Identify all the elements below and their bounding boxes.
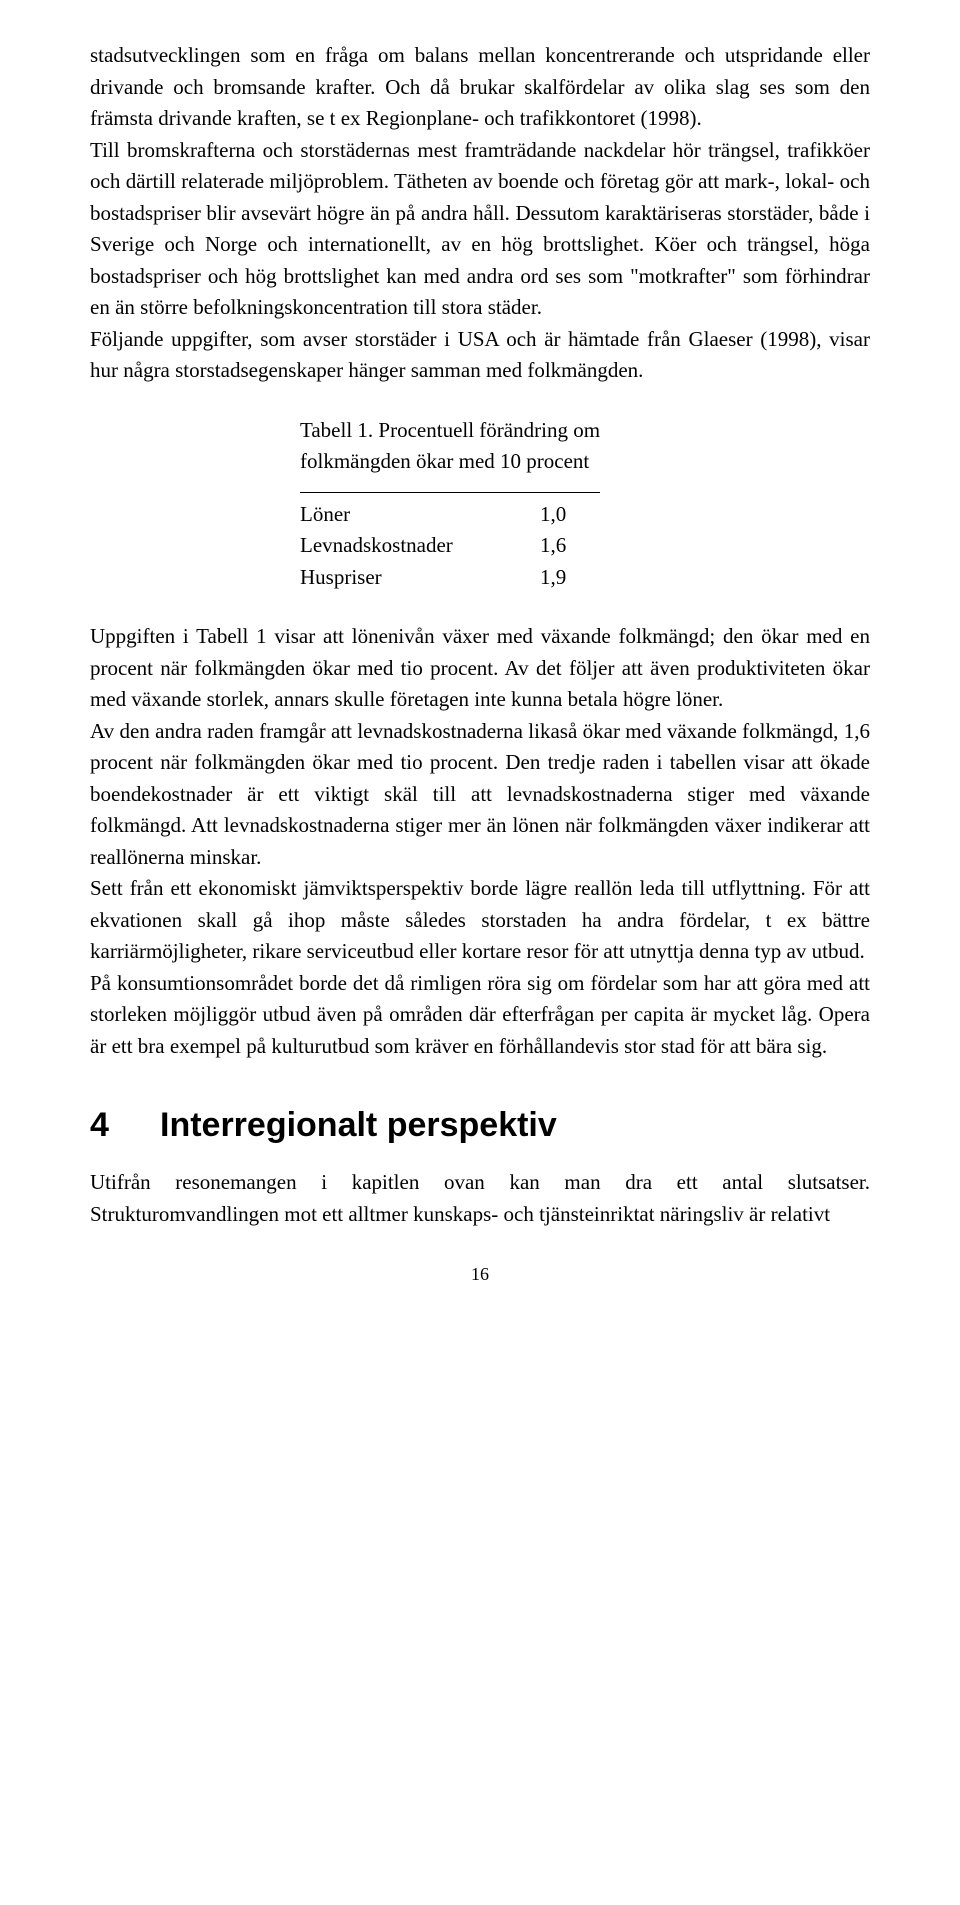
paragraph: Sett från ett ekonomiskt jämviktsperspek… (90, 873, 870, 968)
table-cell-value: 1,6 (540, 530, 600, 562)
paragraph: Utifrån resonemangen i kapitlen ovan kan… (90, 1167, 870, 1230)
paragraph: Uppgiften i Tabell 1 visar att lönenivån… (90, 621, 870, 716)
paragraph: På konsumtionsområdet borde det då rimli… (90, 968, 870, 1063)
table-row: Levnadskostnader 1,6 (300, 530, 600, 562)
table-row: Huspriser 1,9 (300, 562, 600, 594)
table-rule (300, 492, 600, 493)
document-page: stadsutvecklingen som en fråga om balans… (0, 0, 960, 1325)
table-title-line1: Tabell 1. Procentuell förändring om (300, 418, 600, 442)
table-cell-value: 1,9 (540, 562, 600, 594)
paragraph: stadsutvecklingen som en fråga om balans… (90, 40, 870, 135)
page-number: 16 (90, 1264, 870, 1285)
paragraph: Till bromskrafterna och storstädernas me… (90, 135, 870, 324)
table-cell-label: Huspriser (300, 562, 540, 594)
paragraph: Av den andra raden framgår att levnadsko… (90, 716, 870, 874)
paragraph: Följande uppgifter, som avser storstäder… (90, 324, 870, 387)
section-title: Interregionalt perspektiv (160, 1106, 557, 1144)
section-heading: 4Interregionalt perspektiv (90, 1106, 870, 1145)
table-title: Tabell 1. Procentuell förändring om folk… (300, 415, 870, 478)
table-cell-label: Löner (300, 499, 540, 531)
section-number: 4 (90, 1106, 160, 1145)
table-title-line2: folkmängden ökar med 10 procent (300, 449, 589, 473)
table-cell-value: 1,0 (540, 499, 600, 531)
table-1: Tabell 1. Procentuell förändring om folk… (300, 415, 870, 594)
table-row: Löner 1,0 (300, 499, 600, 531)
table-cell-label: Levnadskostnader (300, 530, 540, 562)
